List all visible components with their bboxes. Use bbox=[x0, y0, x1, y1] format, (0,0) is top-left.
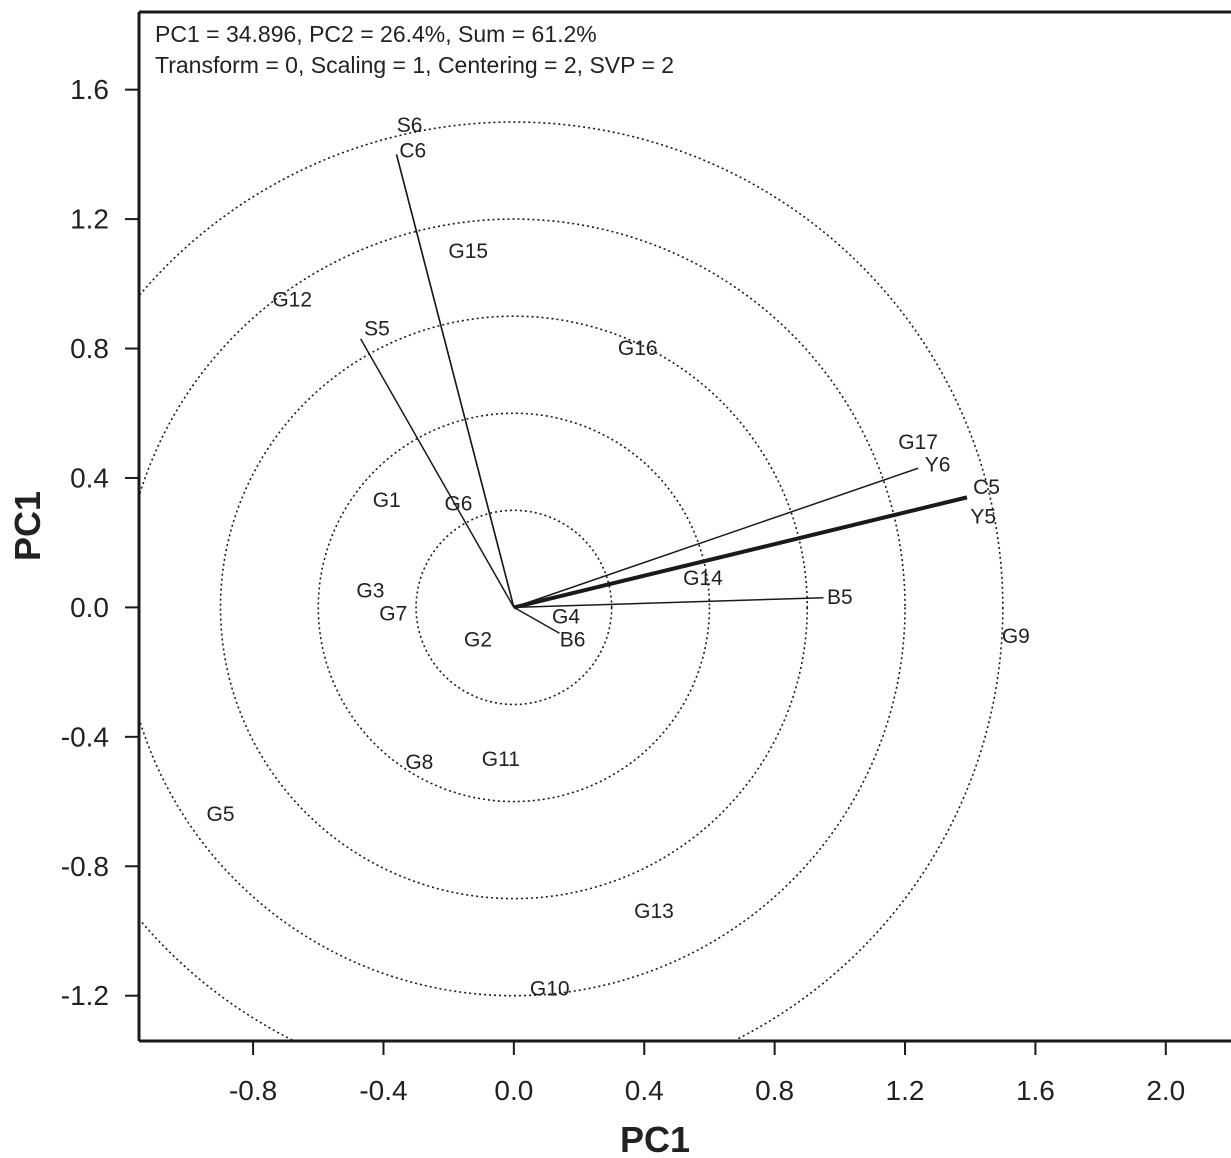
vector-c6 bbox=[395, 154, 515, 608]
genotype-g14: G14 bbox=[683, 567, 723, 590]
y-tick-label-7: 1.6 bbox=[70, 74, 109, 105]
x-tick-label-3: 0.4 bbox=[625, 1075, 664, 1106]
genotype-g4: G4 bbox=[552, 606, 580, 629]
genotype-g15: G15 bbox=[448, 240, 488, 263]
circle-1 bbox=[415, 509, 613, 706]
y-tick-label-2: -0.4 bbox=[61, 721, 109, 752]
genotype-g9: G9 bbox=[1002, 625, 1030, 648]
concentric-circles bbox=[139, 121, 1004, 1041]
environment-vectors bbox=[360, 154, 968, 634]
vector-y6 bbox=[513, 467, 919, 609]
circle-4 bbox=[139, 218, 906, 997]
plot-area: G1 G2 G3 G4 G5 G6 G7 G8 G9 G10 G11 G12 G13 G14 G15 G16 G… bbox=[139, 114, 1030, 1041]
circle-5 bbox=[139, 121, 1004, 1041]
axes: -0.8 -0.4 0.0 0.4 0.8 1.2 1.6 2.0 -1.2 -0.8 -0.4 0… bbox=[61, 10, 1231, 1106]
y-tick-label-1: -0.8 bbox=[61, 851, 109, 882]
x-tick-label-2: 0.0 bbox=[494, 1075, 533, 1106]
genotype-g13: G13 bbox=[634, 900, 674, 923]
annotation-line-2: Transform = 0, Scaling = 1, Centering = … bbox=[155, 52, 674, 78]
genotype-g6: G6 bbox=[444, 492, 472, 515]
environment-c6: C6 bbox=[399, 140, 426, 163]
genotype-g17: G17 bbox=[898, 431, 938, 454]
genotype-g7: G7 bbox=[379, 602, 407, 625]
genotype-g2: G2 bbox=[464, 628, 492, 651]
genotype-g10: G10 bbox=[530, 978, 570, 1001]
x-axis-title: PC1 bbox=[620, 1119, 690, 1158]
y-tick-label-6: 1.2 bbox=[70, 204, 109, 235]
genotype-g12: G12 bbox=[272, 288, 312, 311]
environment-y5: Y5 bbox=[970, 505, 996, 528]
x-axis-ticks: -0.8 -0.4 0.0 0.4 0.8 1.2 1.6 2.0 bbox=[229, 1041, 1185, 1106]
genotype-labels: G1 G2 G3 G4 G5 G6 G7 G8 G9 G10 G11 G12 G13 G14 G15 G16 G… bbox=[206, 240, 1029, 1001]
y-tick-label-5: 0.8 bbox=[70, 333, 109, 364]
genotype-g8: G8 bbox=[405, 751, 433, 774]
circle-2 bbox=[317, 412, 711, 803]
x-tick-label-5: 1.2 bbox=[886, 1075, 925, 1106]
environment-s6: S6 bbox=[397, 114, 423, 137]
circle-3 bbox=[219, 315, 809, 900]
x-tick-label-4: 0.8 bbox=[755, 1075, 794, 1106]
genotype-g11: G11 bbox=[482, 748, 520, 771]
environment-b5: B5 bbox=[827, 586, 853, 609]
environment-b6: B6 bbox=[560, 628, 586, 651]
x-tick-label-7: 2.0 bbox=[1146, 1075, 1185, 1106]
y-axis-title: PC1 bbox=[7, 491, 48, 561]
environment-labels: S6 C6 S5 Y6 C5 Y5 B5 B6 bbox=[364, 114, 1000, 651]
genotype-g16: G16 bbox=[618, 337, 658, 360]
vector-b5 bbox=[513, 596, 824, 609]
y-tick-label-4: 0.4 bbox=[70, 462, 109, 493]
environment-s5: S5 bbox=[364, 318, 390, 341]
genotype-g3: G3 bbox=[356, 580, 384, 603]
annotation-line-1: PC1 = 34.896, PC2 = 26.4%, Sum = 61.2% bbox=[155, 21, 597, 47]
x-tick-label-6: 1.6 bbox=[1016, 1075, 1055, 1106]
genotype-g5: G5 bbox=[206, 803, 234, 826]
genotype-g1: G1 bbox=[373, 489, 401, 512]
x-tick-label-1: -0.4 bbox=[359, 1075, 407, 1106]
vector-b6 bbox=[513, 606, 560, 634]
y-tick-label-3: 0.0 bbox=[70, 592, 109, 623]
y-tick-label-0: -1.2 bbox=[61, 980, 109, 1011]
environment-c5: C5 bbox=[973, 476, 1000, 499]
y-axis-ticks: -1.2 -0.8 -0.4 0.0 0.4 0.8 1.2 1.6 bbox=[61, 74, 139, 1011]
vector-y5 bbox=[513, 496, 968, 609]
x-tick-label-0: -0.8 bbox=[229, 1075, 277, 1106]
vector-s5 bbox=[360, 338, 515, 608]
environment-y6: Y6 bbox=[925, 454, 951, 477]
